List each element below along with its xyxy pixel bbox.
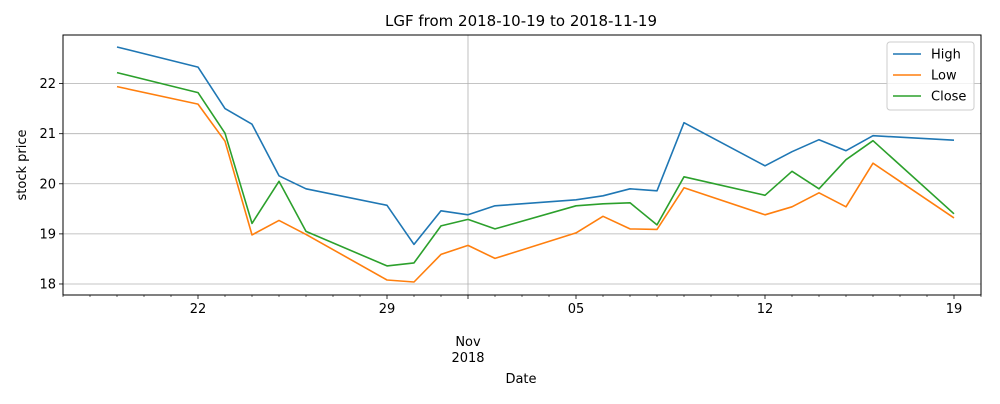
y-tick-label: 22 bbox=[39, 77, 56, 92]
y-tick-label: 21 bbox=[39, 127, 56, 142]
chart-title: LGF from 2018-10-19 to 2018-11-19 bbox=[385, 12, 657, 30]
x-tick-label: 29 bbox=[379, 302, 396, 317]
x-year-label: 2018 bbox=[451, 351, 484, 366]
x-tick-label: 19 bbox=[946, 302, 963, 317]
legend: High Low Close bbox=[886, 41, 975, 111]
legend-label-high: High bbox=[931, 48, 961, 63]
y-axis-label: stock price bbox=[15, 130, 30, 201]
series-lines bbox=[116, 46, 955, 283]
y-tick-label: 18 bbox=[39, 277, 56, 292]
y-tick-label: 19 bbox=[39, 227, 56, 242]
grid bbox=[63, 35, 981, 295]
legend-label-low: Low bbox=[931, 69, 957, 84]
x-tick-label: 05 bbox=[568, 302, 585, 317]
x-tick-label: 12 bbox=[757, 302, 774, 317]
series-line-low bbox=[116, 85, 955, 283]
series-line-close bbox=[116, 71, 955, 267]
legend-label-close: Close bbox=[931, 90, 966, 105]
plot-frame bbox=[62, 34, 982, 296]
x-tick-label: 22 bbox=[190, 302, 207, 317]
x-axis-label: Date bbox=[505, 372, 536, 387]
legend-frame bbox=[886, 41, 975, 111]
y-tick-label: 20 bbox=[39, 177, 56, 192]
y-axis: 18 19 20 21 22 bbox=[39, 77, 63, 292]
series-line-high bbox=[116, 46, 955, 246]
x-month-label: Nov bbox=[455, 335, 481, 350]
